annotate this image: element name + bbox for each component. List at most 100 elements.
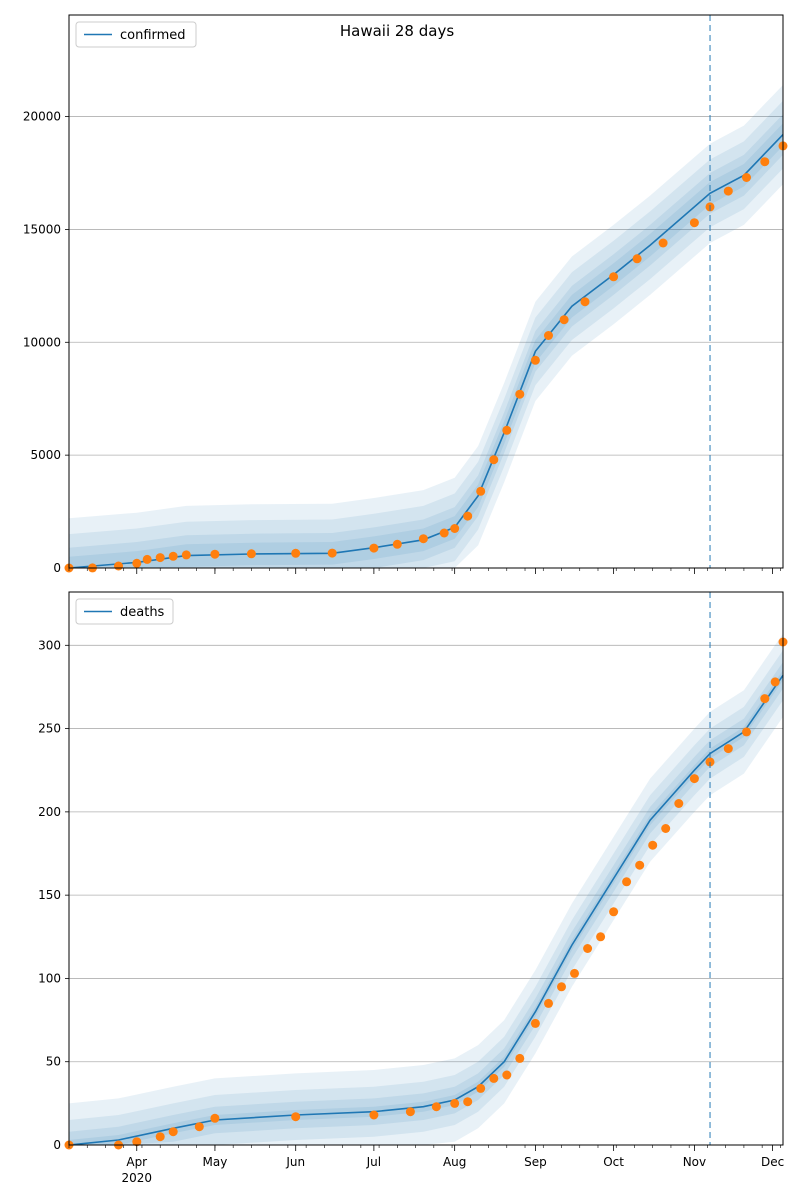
observed-point (742, 173, 751, 182)
observed-point (431, 1102, 441, 1112)
deaths-panel: 0 50 100 150 200 250 300 Apr May Jun Jul Aug Sep Oct N… (38, 591, 788, 1185)
observed-point (246, 549, 256, 559)
observed-point (132, 558, 142, 568)
observed-point (622, 877, 632, 887)
observed-point (515, 389, 525, 399)
observed-point (596, 932, 606, 942)
legend-box (75, 598, 174, 625)
x-tick-label: Apr (126, 1155, 147, 1169)
observed-point (142, 554, 152, 564)
observed-point (463, 511, 473, 521)
observed-point (770, 677, 780, 687)
observed-point (760, 694, 770, 704)
y-tick-label: 20000 (23, 110, 61, 124)
legend-box (75, 21, 197, 48)
observed-point (515, 1053, 525, 1063)
legend-label: deaths (120, 605, 165, 620)
observed-point (155, 553, 165, 563)
observed-point (369, 543, 379, 553)
observed-point (689, 218, 699, 228)
observed-point (609, 907, 619, 917)
observed-point (210, 1113, 220, 1123)
uncertainty-band (69, 633, 783, 1145)
observed-point (674, 799, 684, 808)
observed-point (557, 982, 566, 992)
y-tick-label: 0 (53, 561, 61, 575)
x-tick-label: Nov (683, 1155, 706, 1169)
plot-frame (68, 591, 784, 1146)
x-tick-label: Sep (524, 1155, 547, 1169)
observed-point (369, 1110, 379, 1120)
confirmed-panel: 0 5000 10000 15000 20000 confirmed (23, 14, 788, 575)
observed-point (155, 1132, 165, 1142)
observed-point (450, 524, 460, 533)
observed-point (168, 1127, 178, 1137)
observed-point (194, 1122, 204, 1132)
observed-point (132, 1137, 142, 1147)
observed-point (559, 315, 569, 325)
observed-point (723, 744, 733, 754)
observed-point (476, 1083, 486, 1093)
observed-point (635, 860, 645, 870)
observed-point (392, 539, 402, 549)
observed-point (648, 840, 658, 850)
x-tick-label: Jul (366, 1155, 381, 1169)
observed-point (502, 1070, 512, 1080)
legend-label: confirmed (120, 28, 186, 43)
observed-point (450, 1098, 460, 1108)
observed-point (570, 968, 579, 978)
observed-point (210, 549, 220, 559)
observed-point (476, 486, 486, 496)
x-tick-label: Dec (761, 1155, 784, 1169)
observed-point (489, 455, 499, 465)
observed-point (530, 1018, 540, 1028)
observed-point (723, 186, 733, 196)
observed-point (583, 944, 593, 953)
observed-point (327, 548, 337, 558)
x-tick-label: Oct (603, 1155, 624, 1169)
observed-point (530, 355, 540, 365)
x-tick-label: May (203, 1155, 228, 1169)
y-tick-label: 10000 (23, 335, 61, 349)
observed-point (291, 1112, 301, 1122)
observed-point (405, 1107, 415, 1117)
observed-point (168, 551, 178, 561)
observed-point (760, 157, 770, 167)
x-tick-label: Jun (285, 1155, 305, 1169)
uncertainty-band (69, 85, 783, 568)
y-tick-label: 15000 (23, 222, 61, 236)
observed-point (661, 824, 671, 833)
observed-point (181, 550, 191, 560)
observed-point (114, 561, 123, 571)
observed-point (658, 238, 668, 248)
y-tick-label: 0 (53, 1138, 61, 1152)
y-tick-label: 100 (38, 971, 61, 985)
observed-point (502, 425, 512, 435)
y-tick-label: 300 (38, 638, 61, 652)
confirmed-model-line (68, 134, 784, 569)
deaths-model-line (68, 674, 784, 1146)
observed-point (439, 528, 449, 538)
observed-point (580, 297, 590, 307)
observed-point (609, 272, 619, 282)
y-tick-label: 150 (38, 888, 61, 902)
observed-point (544, 998, 553, 1008)
y-tick-label: 5000 (30, 448, 61, 462)
observed-point (489, 1073, 499, 1083)
y-tick-label: 50 (46, 1055, 61, 1069)
observed-point (291, 548, 301, 558)
chart-title: Hawaii 28 days (340, 22, 454, 40)
observed-point (705, 757, 715, 767)
y-tick-label: 200 (38, 805, 61, 819)
observed-point (632, 254, 642, 264)
observed-point (418, 534, 428, 544)
observed-point (463, 1097, 473, 1107)
x-year-label: 2020 (121, 1171, 152, 1185)
plot-frame (68, 14, 784, 569)
observed-point (689, 774, 699, 784)
observed-point (544, 331, 553, 340)
observed-point (742, 727, 751, 737)
x-tick-label: Aug (443, 1155, 466, 1169)
y-tick-label: 250 (38, 722, 61, 736)
